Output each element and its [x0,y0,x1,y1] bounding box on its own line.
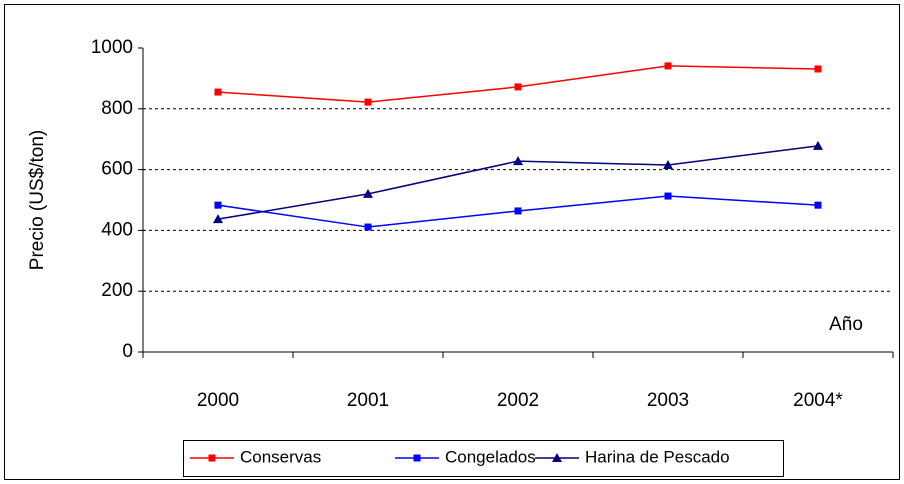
y-tick-label: 200 [101,280,133,301]
x-tick-label: 2002 [497,390,539,411]
point [663,160,673,170]
y-tick-label: 600 [101,159,133,180]
point [664,192,672,200]
y-tick-label: 800 [101,98,133,119]
point [364,223,372,231]
point [364,98,372,106]
point [814,65,822,73]
x-tick-label: 2003 [647,390,689,411]
legend-box [183,440,784,477]
legend-label: Harina de Pescado [585,447,730,466]
chart-border [4,4,900,480]
y-tick-label: 1000 [91,37,133,58]
point [514,83,522,91]
point [664,62,672,70]
point [213,214,223,224]
point [363,188,373,198]
legend-marker [552,453,562,462]
point [214,201,222,209]
y-tick-label: 0 [122,341,133,362]
legend-marker [208,454,216,462]
x-tick-label: 2001 [347,390,389,411]
point [514,207,522,215]
legend-marker [413,454,421,462]
y-axis-label: Precio (US$/ton) [27,130,48,270]
y-tick-label: 400 [101,219,133,240]
annotation: Año [829,314,863,335]
point [513,156,523,166]
point [814,201,822,209]
legend-label: Conservas [240,447,321,466]
x-tick-label: 2004* [793,390,843,411]
point [214,88,222,96]
x-tick-label: 2000 [197,390,239,411]
point [813,140,823,150]
legend-label: Congelados [445,447,536,466]
